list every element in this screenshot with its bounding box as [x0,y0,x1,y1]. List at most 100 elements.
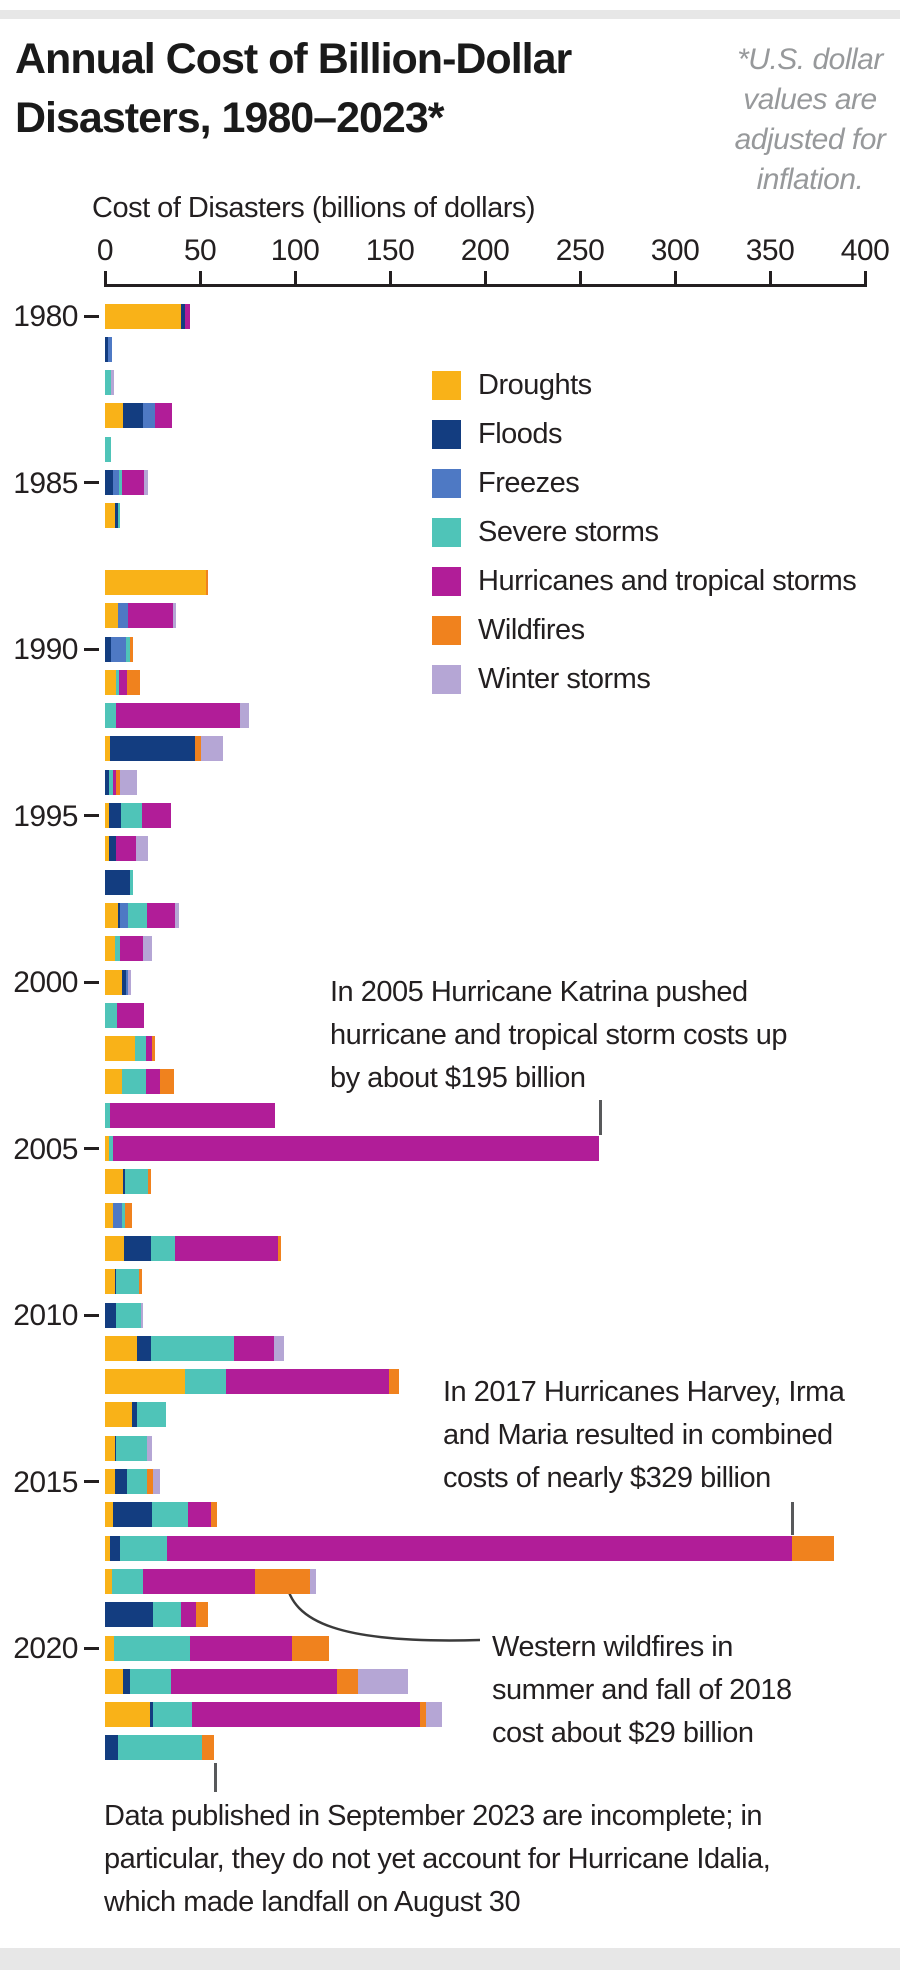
bar-segment [146,1469,154,1494]
bar-segment [126,1469,147,1494]
bar-segment [184,1369,226,1395]
bar-row-2011 [105,1335,284,1361]
bar-segment [105,836,109,862]
bar-segment [127,969,131,995]
bar-segment [151,1036,156,1062]
bar-segment [420,1702,427,1728]
bar-segment [129,869,134,895]
year-axis-tick-mark [84,1480,99,1483]
bar-segment [196,1602,208,1628]
bar-segment [105,403,124,429]
bar-segment [105,1469,115,1494]
x-axis-tick-mark [388,271,392,286]
bar-segment [105,1568,112,1594]
bar-row-1988 [105,569,208,595]
legend-label: Wildfires [478,614,585,646]
bar-segment [145,1036,152,1062]
bar-segment [105,936,115,962]
bar-segment [105,470,113,495]
legend-item: Freezes [432,467,580,500]
bar-segment [121,803,143,828]
bar-segment [195,736,201,762]
bar-row-1995 [105,803,172,828]
bar-row-2003 [105,1069,175,1095]
bar-segment [105,503,116,529]
x-axis-tick-label: 0 [96,234,114,267]
annotation-2018-wildfires: Western wildfires in summer and fall of … [492,1631,792,1749]
bar-segment [129,1668,172,1694]
bar-segment [357,1668,409,1694]
legend-swatch-icon [432,616,461,645]
bar-segment [122,1069,146,1095]
x-axis-tick-label: 150 [365,234,415,267]
bar-segment [105,869,130,895]
bar-segment [105,769,109,795]
bar-segment [151,1502,188,1528]
annotation-katrina: In 2005 Hurricane Katrina pushed hurrica… [330,976,788,1094]
bar-segment [175,1235,278,1261]
bar-segment [114,936,121,962]
bar-segment [181,303,185,329]
bar-segment [123,1668,130,1694]
bar-segment [105,1235,124,1261]
bar-segment [116,669,120,695]
bar-segment [105,603,119,629]
x-axis-tick-mark [863,271,867,286]
bar-row-1980 [105,303,191,329]
bar-segment [122,470,144,495]
inflation-footnote: *U.S. dollar values are adjusted for inf… [734,43,886,196]
legend-swatch-icon [432,469,461,498]
bar-segment [105,1668,124,1694]
year-axis-label: 1995 [13,799,78,833]
bar-row-2002 [105,1036,156,1062]
bar-segment [142,936,152,962]
x-axis-tick-mark [293,271,297,286]
bar-segment [108,803,122,828]
bar-segment [274,1335,284,1361]
x-axis-tick-mark [483,271,487,286]
annotation-2023-pointer-line [214,1763,217,1792]
bar-segment [116,1302,142,1328]
bar-row-1990 [105,636,133,662]
bar-segment [119,470,123,495]
bar-segment [105,336,108,362]
bar-segment [112,1136,599,1161]
legend-label: Floods [478,418,563,450]
bar-segment [107,336,112,362]
bar-segment [120,1535,167,1561]
bar-segment [105,1402,132,1428]
bar-row-1994 [105,769,138,795]
bar-segment [105,1502,113,1528]
bar-segment [105,1136,109,1161]
bar-row-1996 [105,836,148,862]
bar-segment [112,1502,152,1528]
bar-segment [127,603,174,629]
legend-item: Droughts [432,369,592,402]
bar-row-1998 [105,902,180,928]
bar-segment [118,902,121,928]
bar-row-2010 [105,1302,143,1328]
bar-row-2023 [105,1735,215,1761]
bar-row-1986 [105,503,121,529]
bar-segment [292,1635,330,1661]
bar-segment [112,1202,123,1228]
bar-row-1989 [105,603,177,629]
bar-row-2021 [105,1668,409,1694]
bar-segment [105,636,111,662]
x-axis-tick-label: 300 [650,234,700,267]
bar-segment [120,769,138,795]
bar-segment [105,1435,115,1461]
bar-segment [239,703,250,729]
bar-segment [105,1602,153,1628]
bar-segment [122,969,126,995]
bar-segment [119,669,127,695]
bar-segment [137,1335,151,1361]
year-axis-label: 1980 [13,300,78,333]
bar-row-2005 [105,1136,599,1161]
bar-segment [124,1202,132,1228]
legend-label: Severe storms [478,516,659,548]
bar-segment [105,703,117,729]
bottom-gray-strip [0,1948,900,1970]
x-axis-tick-mark [768,271,772,286]
bar-segment [192,1702,421,1728]
